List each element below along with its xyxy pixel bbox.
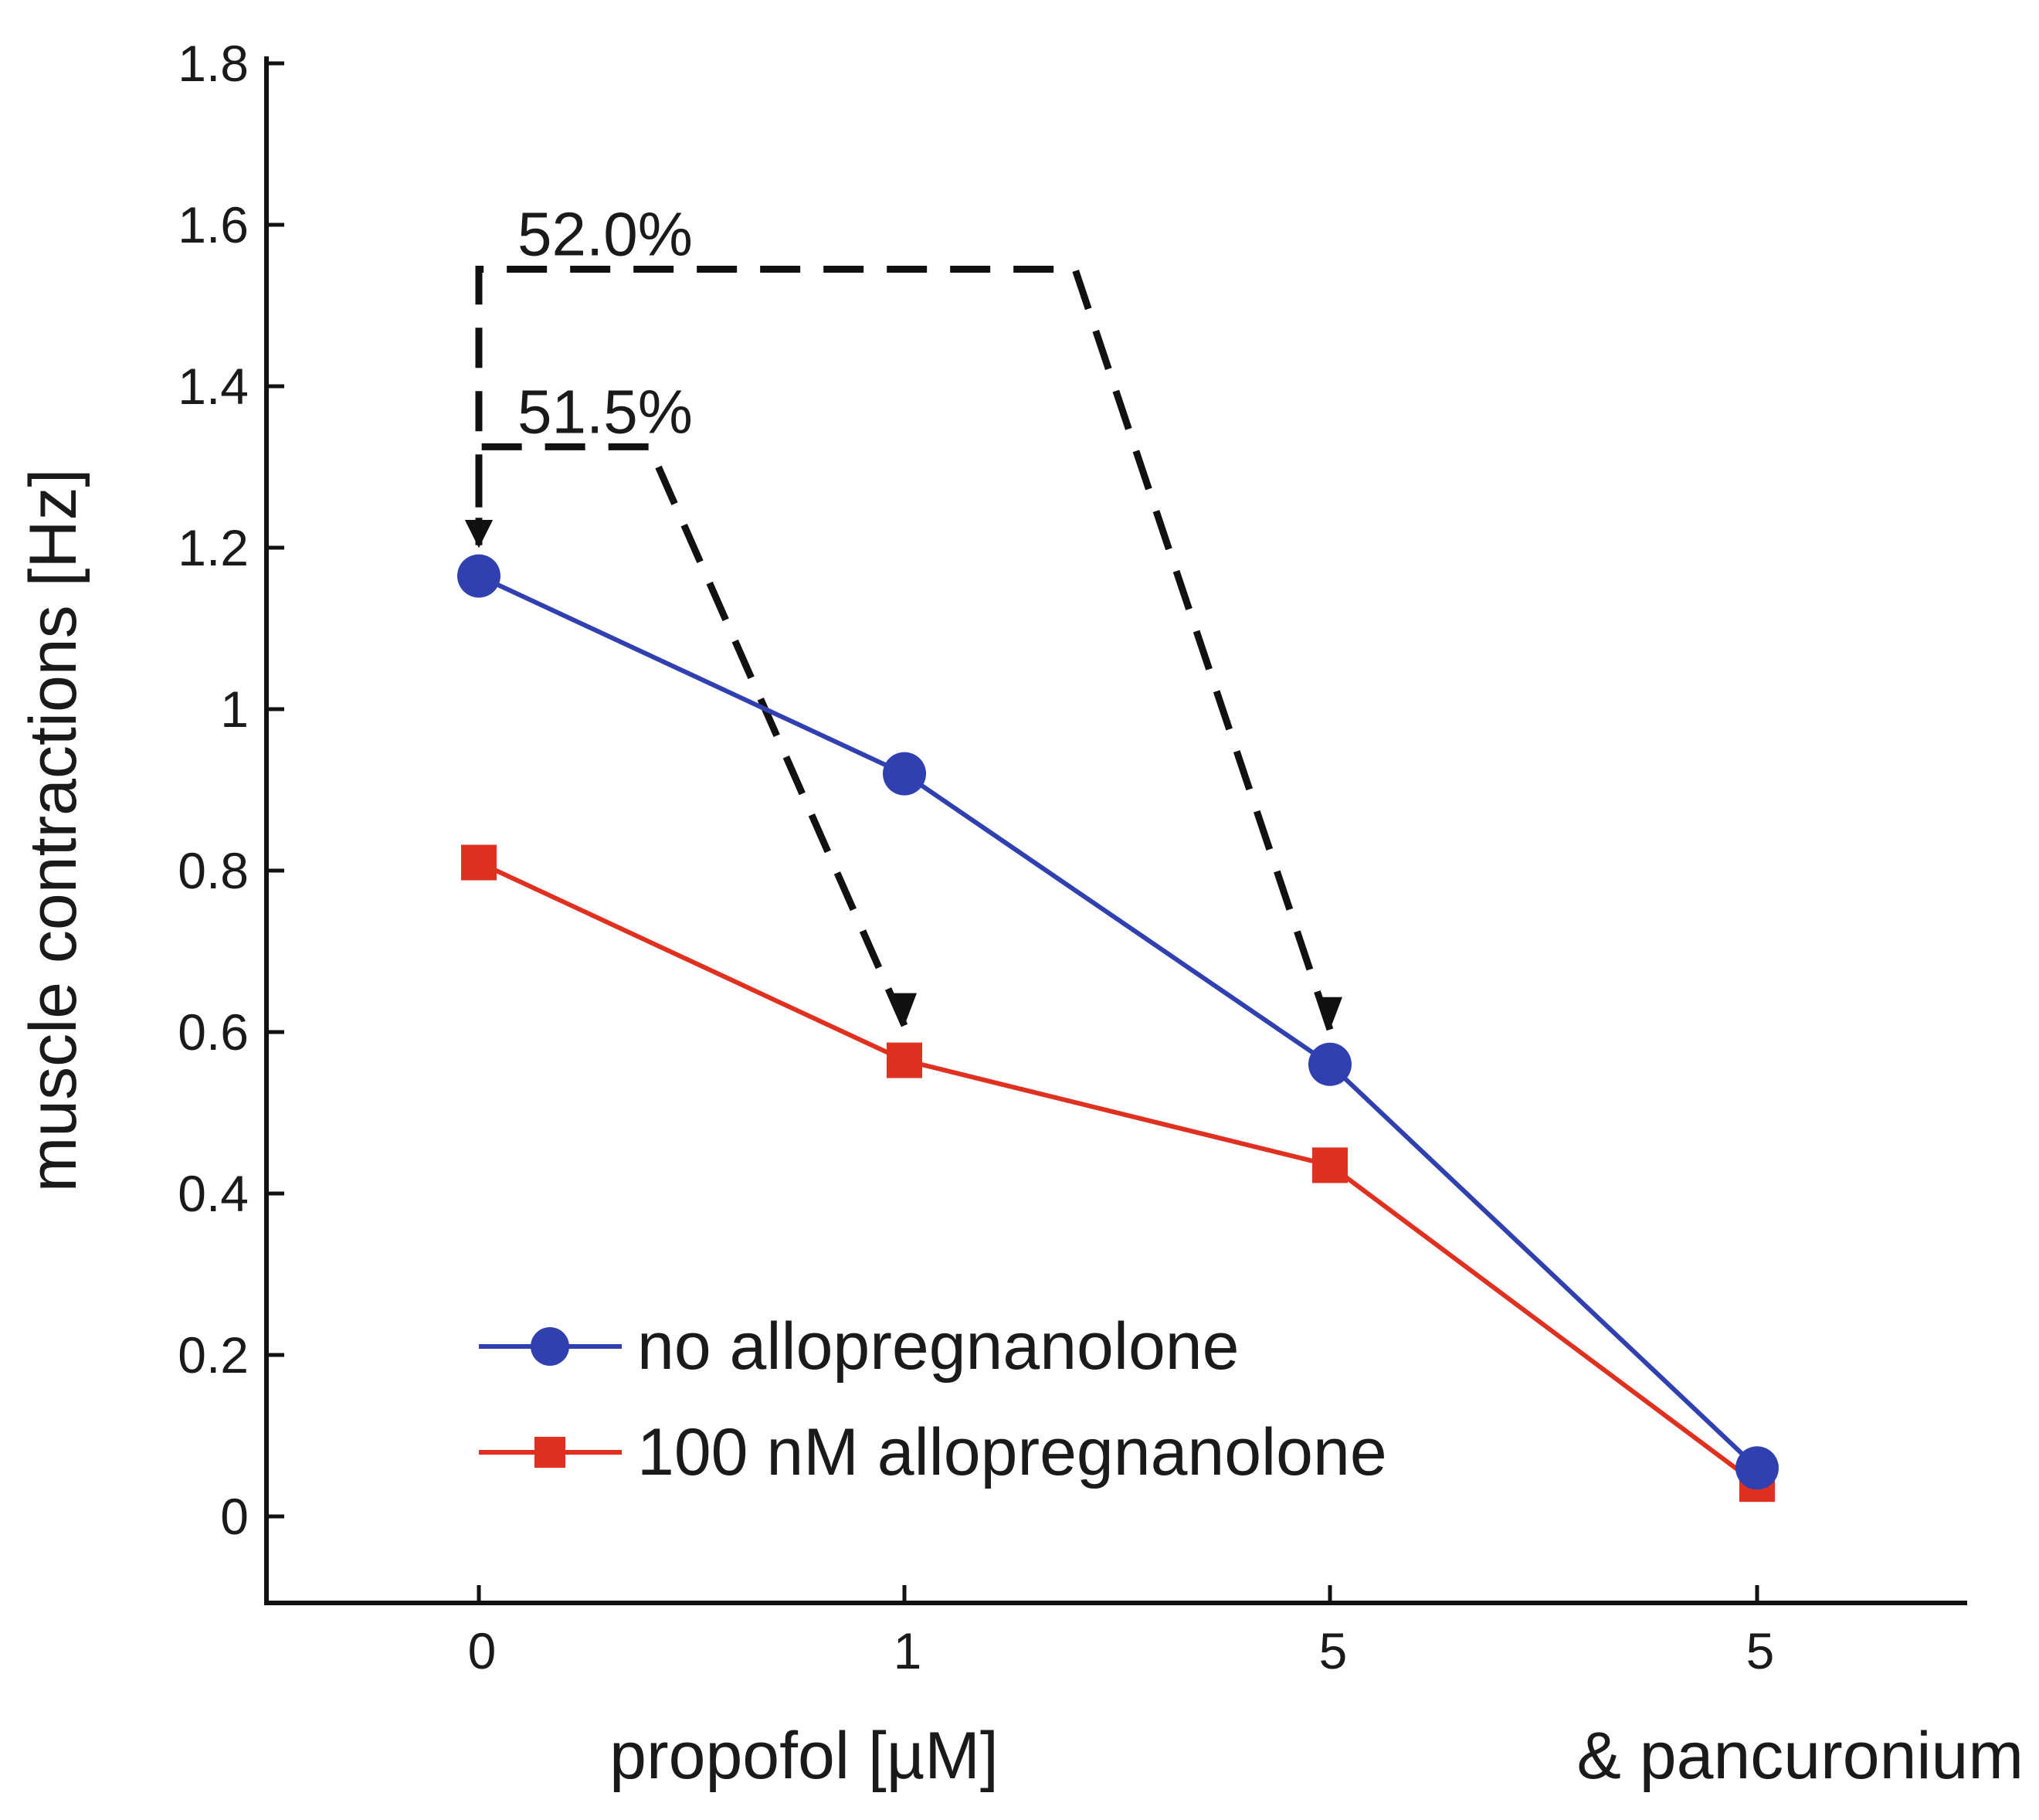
annotation-arrowhead <box>1318 997 1342 1030</box>
x-tick-label: 5 <box>1746 1622 1775 1679</box>
data-point-square <box>461 844 497 881</box>
data-point-square <box>1312 1147 1348 1183</box>
y-tick-label: 0.2 <box>178 1326 249 1384</box>
legend-marker-square-icon <box>534 1437 565 1468</box>
series-layer <box>457 554 1779 1503</box>
annotation-label: 51.5% <box>517 377 693 446</box>
data-point-circle <box>1735 1446 1779 1490</box>
y-axis-title: muscle contractions [Hz] <box>16 469 90 1193</box>
x-axis-subtitle: & pancuronium <box>1577 1719 2024 1793</box>
series-line <box>477 860 1759 1486</box>
series-line <box>477 573 1759 1470</box>
legend-marker-circle-icon <box>531 1327 569 1366</box>
y-tick-label: 1.8 <box>178 35 249 92</box>
y-tick-label: 1.6 <box>178 196 249 253</box>
y-tick-label: 0 <box>220 1488 249 1545</box>
x-tick-label: 1 <box>894 1622 922 1679</box>
x-axis-title: propofol [µM] <box>609 1719 999 1793</box>
legend-item-100nm-allopregnanolone: 100 nM allopregnanolone <box>479 1415 1387 1489</box>
legend-label: no allopregnanolone <box>637 1309 1239 1384</box>
y-tick-label: 0.6 <box>178 1003 249 1061</box>
y-tick-label: 1.2 <box>178 519 249 576</box>
data-point-circle <box>883 752 926 796</box>
y-ticks: 0 0.2 0.4 0.6 0.8 1 1.2 1.4 1.6 1.8 <box>178 35 284 1545</box>
annotation-arrow <box>465 443 908 1027</box>
annotation-arrowhead <box>892 993 917 1026</box>
data-point-square <box>887 1042 922 1078</box>
x-tick-label: 0 <box>468 1622 497 1679</box>
y-tick-label: 1 <box>220 681 249 738</box>
y-tick-label: 0.8 <box>178 842 249 899</box>
annotation-arrow <box>465 265 1334 1031</box>
x-tick-label: 5 <box>1319 1622 1348 1679</box>
x-ticks: 0 1 5 5 <box>468 1585 1775 1679</box>
data-point-circle <box>457 554 500 598</box>
legend: no allopregnanolone 100 nM allopregnanol… <box>479 1309 1387 1489</box>
annotations: 52.0% 51.5% <box>465 199 1342 1031</box>
y-tick-label: 0.4 <box>178 1165 249 1222</box>
data-point-circle <box>1308 1042 1352 1086</box>
annotation-label: 52.0% <box>517 199 693 268</box>
legend-item-no-allopregnanolone: no allopregnanolone <box>479 1309 1239 1384</box>
legend-label: 100 nM allopregnanolone <box>637 1415 1387 1489</box>
y-tick-label: 1.4 <box>178 358 249 415</box>
